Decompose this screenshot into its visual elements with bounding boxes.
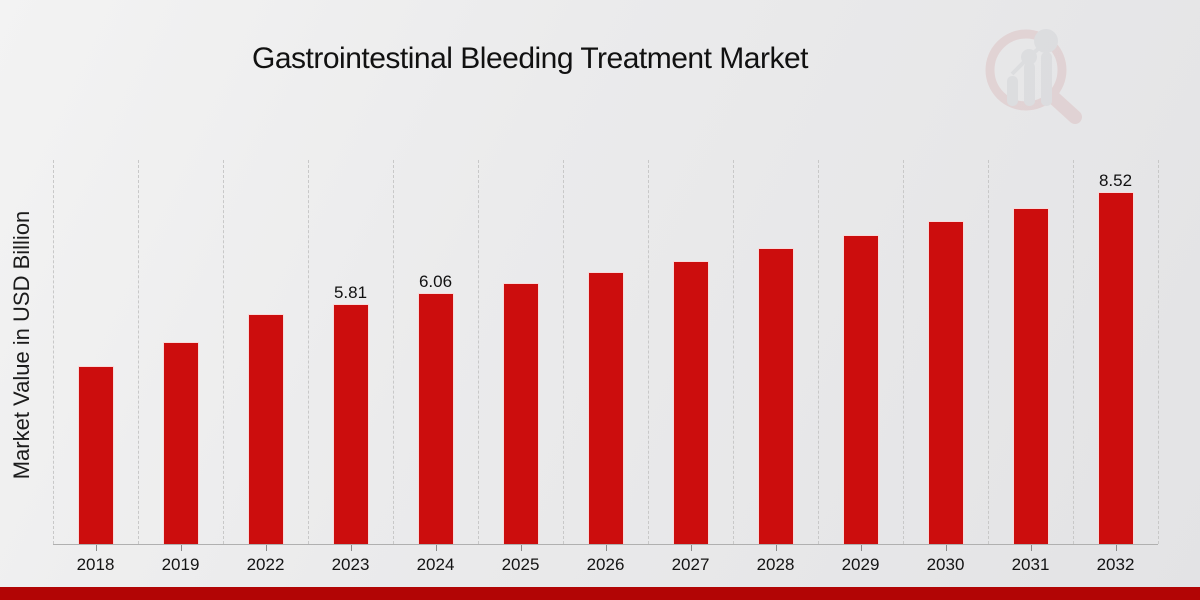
x-axis-label-text: 2019: [161, 555, 200, 574]
magnifier-barchart-logo-icon: [985, 29, 1082, 124]
chart-title: Gastrointestinal Bleeding Treatment Mark…: [252, 42, 808, 75]
x-axis-label-text: 2028: [756, 555, 795, 574]
x-axis-label-2031: 2031: [988, 545, 1073, 575]
gridline: [648, 160, 649, 544]
bar-cell-2022: [223, 160, 308, 544]
gridline: [818, 160, 819, 544]
x-axis-tick: [350, 545, 352, 551]
gridline: [223, 160, 224, 544]
x-axis-label-2027: 2027: [648, 545, 733, 575]
bar-cell-2029: [818, 160, 903, 544]
x-axis-label-text: 2018: [76, 555, 115, 574]
x-axis-labels: 2018 2019 2022 2023 2024 2025 2026 2027 2028 2029…: [53, 545, 1158, 575]
brand-footer-bar: [0, 587, 1200, 600]
x-axis-label-text: 2024: [416, 555, 455, 574]
bar-2027: [672, 260, 709, 544]
bar-2032: [1097, 191, 1134, 544]
bar-cell-2027: [648, 160, 733, 544]
x-axis-label-2026: 2026: [563, 545, 648, 575]
bar-2024: [417, 293, 454, 544]
bar-2030: [927, 220, 964, 544]
bar-2029: [842, 234, 879, 544]
x-axis-tick: [520, 545, 522, 551]
bar-2028: [757, 248, 794, 544]
x-axis-tick: [265, 545, 267, 551]
bar-cell-2032: 8.52: [1073, 160, 1158, 544]
x-axis-label-text: 2029: [841, 555, 880, 574]
x-axis-line: [53, 544, 1158, 545]
bar-cell-2018: [53, 160, 138, 544]
x-axis-label-2028: 2028: [733, 545, 818, 575]
bar-cell-2030: [903, 160, 988, 544]
x-axis-label-text: 2022: [246, 555, 285, 574]
gridline: [903, 160, 904, 544]
value-label-2032: 8.52: [1098, 170, 1133, 190]
value-label-2024: 6.06: [418, 272, 453, 292]
x-axis-tick: [435, 545, 437, 551]
x-axis-label-text: 2030: [926, 555, 965, 574]
x-axis-label-text: 2025: [501, 555, 540, 574]
gridline: [393, 160, 394, 544]
bar-2025: [502, 283, 539, 544]
x-axis-label-2030: 2030: [903, 545, 988, 575]
x-axis-label-2024: 2024: [393, 545, 478, 575]
bar-cell-2031: [988, 160, 1073, 544]
x-axis-tick: [860, 545, 862, 551]
bar-cell-2026: [563, 160, 648, 544]
gridline: [138, 160, 139, 544]
x-axis-label-2022: 2022: [223, 545, 308, 575]
gridline: [988, 160, 989, 544]
bar-cell-2019: [138, 160, 223, 544]
gridline: [308, 160, 309, 544]
x-axis-tick: [605, 545, 607, 551]
bar-cell-2023: 5.81: [308, 160, 393, 544]
x-axis-label-text: 2031: [1011, 555, 1050, 574]
x-axis-label-2025: 2025: [478, 545, 563, 575]
gridline: [1073, 160, 1074, 544]
value-label-2023: 5.81: [333, 282, 368, 302]
x-axis-tick: [690, 545, 692, 551]
bar-2018: [77, 365, 114, 544]
x-axis-label-text: 2026: [586, 555, 625, 574]
gridline: [563, 160, 564, 544]
bar-cell-2025: [478, 160, 563, 544]
x-axis-tick: [775, 545, 777, 551]
plot-area: 5.81 6.06 8.52: [53, 160, 1159, 544]
bars-container: 5.81 6.06 8.52: [53, 160, 1158, 544]
bar-2019: [162, 341, 199, 544]
y-axis-label: Market Value in USD Billion: [9, 210, 34, 480]
bar-2022: [247, 313, 284, 544]
x-axis-tick: [1115, 545, 1117, 551]
x-axis-label-text: 2032: [1096, 555, 1135, 574]
x-axis-label-2019: 2019: [138, 545, 223, 575]
bar-2023: [332, 303, 369, 544]
gridline: [733, 160, 734, 544]
x-axis-label-2029: 2029: [818, 545, 903, 575]
bar-2031: [1012, 208, 1049, 544]
gridline: [478, 160, 479, 544]
x-axis-label-text: 2023: [331, 555, 370, 574]
x-axis-label-2018: 2018: [53, 545, 138, 575]
bar-2026: [587, 271, 624, 544]
x-axis-tick: [95, 545, 97, 551]
gridline: [1158, 160, 1159, 544]
gridline: [53, 160, 54, 544]
x-axis-label-2032: 2032: [1073, 545, 1158, 575]
x-axis-tick: [180, 545, 182, 551]
bar-cell-2028: [733, 160, 818, 544]
x-axis-label-text: 2027: [671, 555, 710, 574]
x-axis-label-2023: 2023: [308, 545, 393, 575]
x-axis-tick: [1030, 545, 1032, 551]
x-axis-tick: [945, 545, 947, 551]
bar-cell-2024: 6.06: [393, 160, 478, 544]
